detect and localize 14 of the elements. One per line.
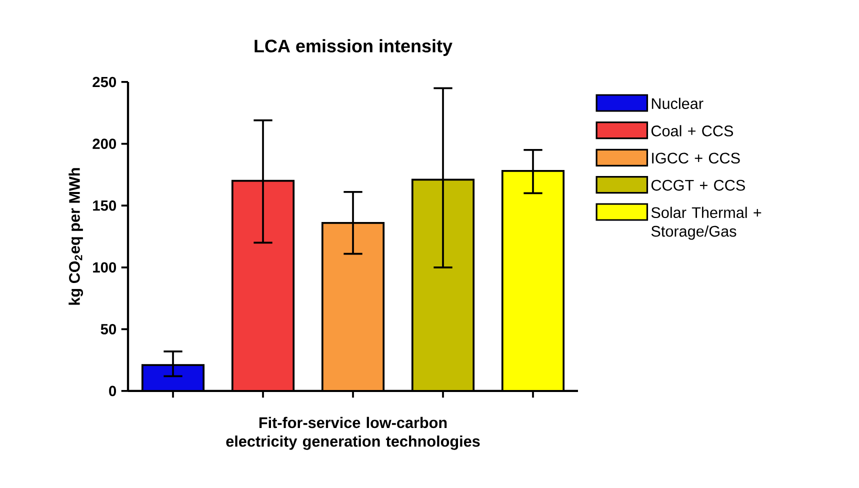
x-axis-title: Fit-for-service low-carbon electricity generation technologies	[226, 416, 480, 450]
legend-label: CCGT + CCS	[651, 180, 745, 191]
y-tick-label: 50	[100, 324, 116, 334]
y-tick-label: 200	[92, 138, 116, 149]
y-tick-label: 100	[93, 262, 116, 273]
legend-label: Coal + CCS	[651, 125, 734, 136]
legend-label: Nuclear	[652, 98, 704, 110]
legend-label: IGCC + CCS	[652, 152, 740, 164]
chart-title: LCA emission intensity	[254, 39, 452, 56]
y-axis-title: kg CO$_{2}$eq per MWh	[68, 168, 83, 305]
y-tick-label: 250	[92, 76, 116, 88]
legend-label: Solar Thermal + Storage/Gas	[651, 206, 762, 240]
y-tick-label: 150	[93, 200, 116, 211]
y-tick-label: 0	[109, 386, 116, 396]
